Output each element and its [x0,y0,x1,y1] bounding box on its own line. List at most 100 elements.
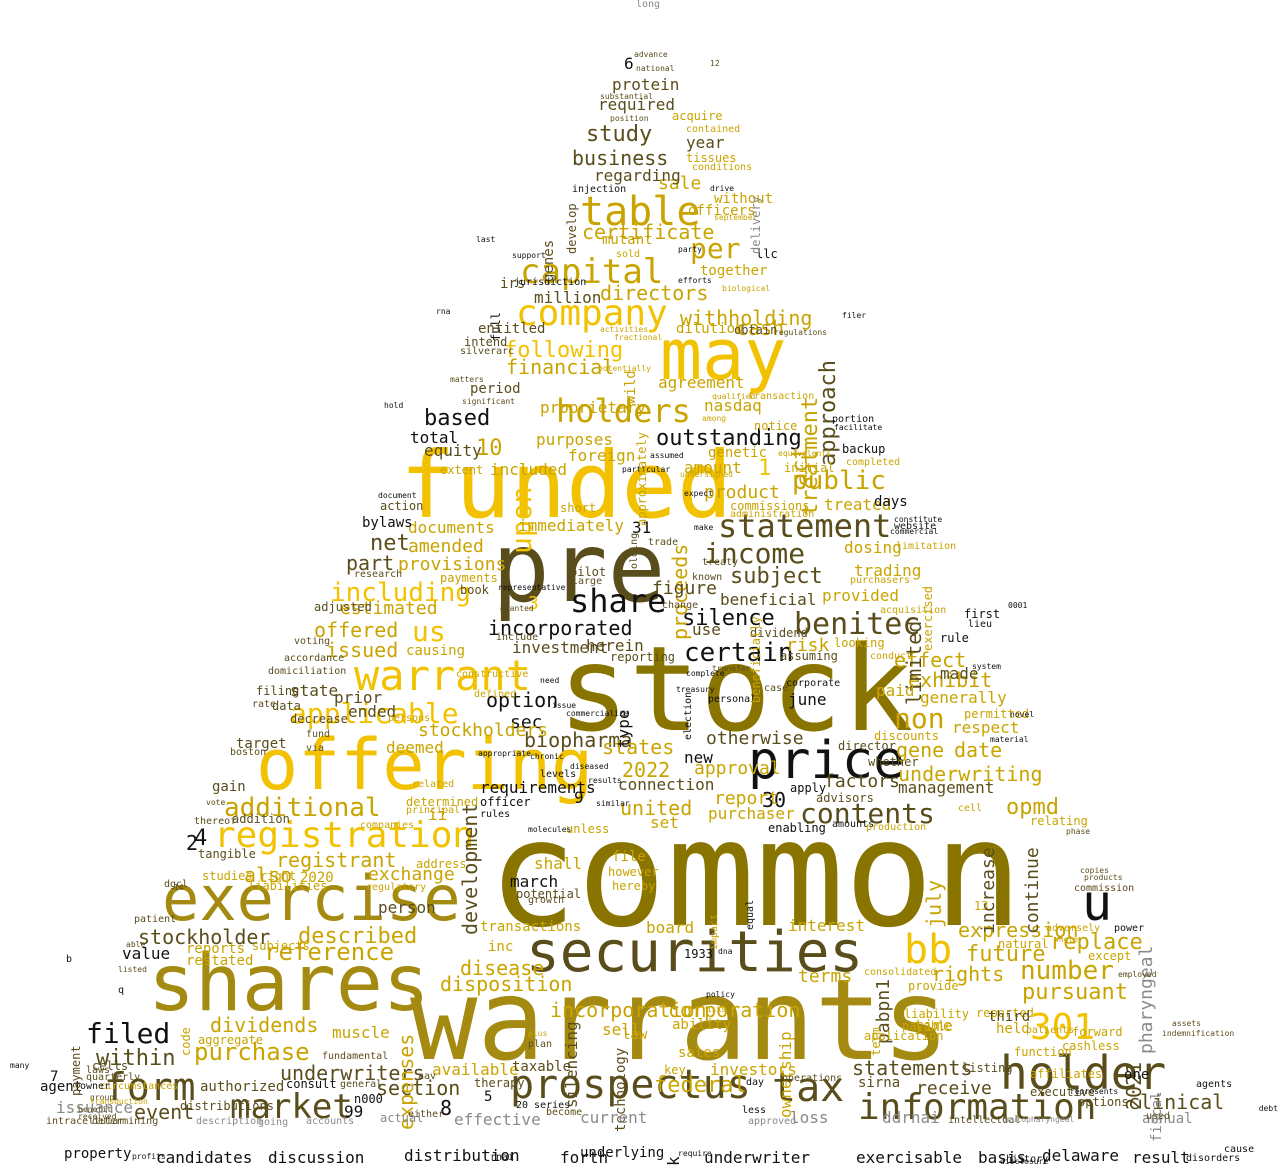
word-constitute: constitute [894,515,943,524]
word-set: set [650,813,679,832]
word-incorporated: incorporated [488,616,633,640]
word-number: number [1020,956,1114,986]
word-available: available [432,1060,519,1079]
word-corporate: corporate [786,678,841,689]
word-provisions: provisions [398,554,507,575]
word-transactions: transactions [480,919,582,935]
word-tax: tax [772,1065,845,1111]
word-approval: approval [694,758,781,779]
word-net: net [370,531,410,556]
word-debt: debt [1258,1104,1278,1113]
word-history: history [1006,1154,1049,1165]
word-rna: rna [436,307,451,316]
word-operations: operations [782,1073,843,1084]
word-trading: trading [854,561,922,580]
word-accounts: accounts [306,1116,355,1127]
word-agent: agent [40,1079,83,1095]
word-wild: wild [623,370,639,404]
word-n1933: 1933 [684,947,713,961]
word-forward: forward [1072,1025,1123,1039]
word-foreign: foreign [568,446,636,465]
word-owner: owner [80,1081,111,1092]
word-make: make [694,523,714,532]
word-similar: similar [596,799,630,808]
word-assuming: assuming [780,649,838,663]
word-employed: employed [1118,970,1157,979]
word-sold: sold [616,249,641,260]
word-position: position [610,114,649,123]
word-target: target [236,736,287,752]
word-protein: protein [612,75,680,94]
word-hold: hold [384,401,404,410]
word-including: including [330,578,471,608]
word-notice: notice [754,419,798,433]
word-acquire: acquire [672,109,723,123]
word-contents: contents [800,797,935,830]
word-fundamental: fundamental [322,1051,389,1062]
word-financial: financial [506,355,615,379]
word-injection: injection [572,184,627,195]
word-law: law [622,1027,648,1043]
word-immediately: immediately [518,516,624,535]
word-n99: 99 [344,1102,364,1121]
word-change: change [662,600,699,611]
word-may: may [660,314,787,396]
word-purchase: purchase [194,1038,310,1066]
word-levels: levels [540,769,577,780]
word-need: need [540,676,560,685]
word-reporting: reporting [610,650,676,664]
word-fund: fund [306,729,331,740]
word-biopharma: biopharma [524,728,633,752]
word-fractional: fractional [614,333,663,342]
word-documents: documents [408,518,495,537]
word-exhibit: exhibit [908,668,993,692]
word-n10: 10 [476,436,503,461]
word-defined: defined [474,689,517,700]
word-business: business [572,146,669,170]
word-q: q [118,985,125,996]
word-qualified: qualified [712,392,756,401]
word-stockholder: stockholder [138,925,271,949]
word-regulations: regulations [774,328,827,337]
word-quarterly: quarterly [86,1072,141,1083]
word-commercial: commercial [890,527,939,536]
word-lieu: lieu [968,619,993,630]
word-however: however [608,865,659,879]
word-u: u [1082,874,1113,932]
word-going: going [258,1117,289,1128]
word-consolidated: consolidated [864,967,937,978]
word-application: application [864,1029,944,1043]
word-june: june [788,690,827,709]
word-replace: replace [1050,930,1143,955]
word-determining: determining [92,1116,159,1127]
word-gain: gain [212,779,246,795]
word-activities: activities [600,325,649,334]
word-phase: phase [1066,827,1091,836]
word-made: made [940,664,979,683]
word-ddrnai: ddrnai [882,1108,940,1127]
word-products: products [1084,873,1123,882]
word-thereof: thereof [194,816,237,827]
word-warrant: warrant [354,651,532,700]
word-key: key [664,1063,686,1077]
word-amount: amount [684,458,742,477]
word-decrease: decrease [290,712,348,726]
word-prior: prior [334,688,383,707]
word-advance: advance [634,50,668,59]
word-new: new [684,748,713,767]
word-n3: 3 [528,593,539,614]
word-initial: initial [784,461,835,475]
word-enabling: enabling [768,821,826,835]
word-obtain: obtain [734,323,778,337]
word-basis: basis [978,1148,1027,1167]
word-n4: 4 [194,826,208,851]
word-companies: companies [360,820,415,831]
word-proprietary: proprietary [540,398,646,417]
word-term: term [869,1027,883,1056]
word-voting: voting [294,636,331,647]
word-sec: sec [510,712,543,733]
word-subjects: subjects [252,939,310,953]
word-known: known [692,572,723,583]
word-directors: directors [600,281,709,305]
word-except: except [1088,949,1132,963]
